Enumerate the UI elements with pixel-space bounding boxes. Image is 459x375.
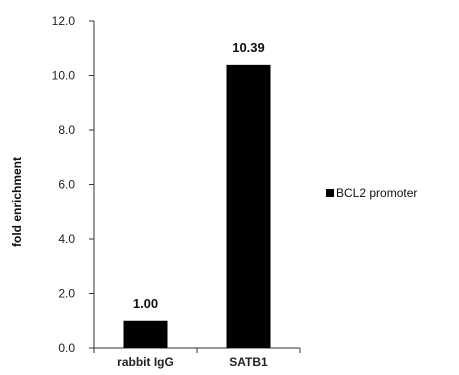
x-tick-label: rabbit IgG: [117, 355, 174, 369]
data-label: 10.39: [232, 40, 265, 55]
x-tick-label: SATB1: [229, 355, 268, 369]
y-axis-title: fold enrichment: [10, 157, 24, 247]
y-tick-label: 4.0: [58, 232, 75, 246]
data-labels: 1.00 10.39: [133, 40, 265, 311]
legend-label: BCL2 promoter: [336, 186, 417, 200]
y-ticks: 0.0 2.0 4.0 6.0 8.0 10.0 12.0: [52, 14, 94, 355]
legend: BCL2 promoter: [326, 186, 417, 200]
y-tick-label: 12.0: [52, 14, 76, 28]
bar-rabbit-igg: [123, 320, 168, 348]
y-tick-label: 10.0: [52, 69, 76, 83]
y-tick-label: 2.0: [58, 287, 75, 301]
y-tick-label: 8.0: [58, 123, 75, 137]
data-label: 1.00: [133, 296, 158, 311]
bar-satb1: [226, 64, 271, 348]
legend-swatch: [326, 189, 334, 197]
y-tick-label: 6.0: [58, 178, 75, 192]
x-ticks: rabbit IgG SATB1: [93, 348, 301, 369]
bars: [123, 64, 271, 348]
y-tick-label: 0.0: [58, 341, 75, 355]
